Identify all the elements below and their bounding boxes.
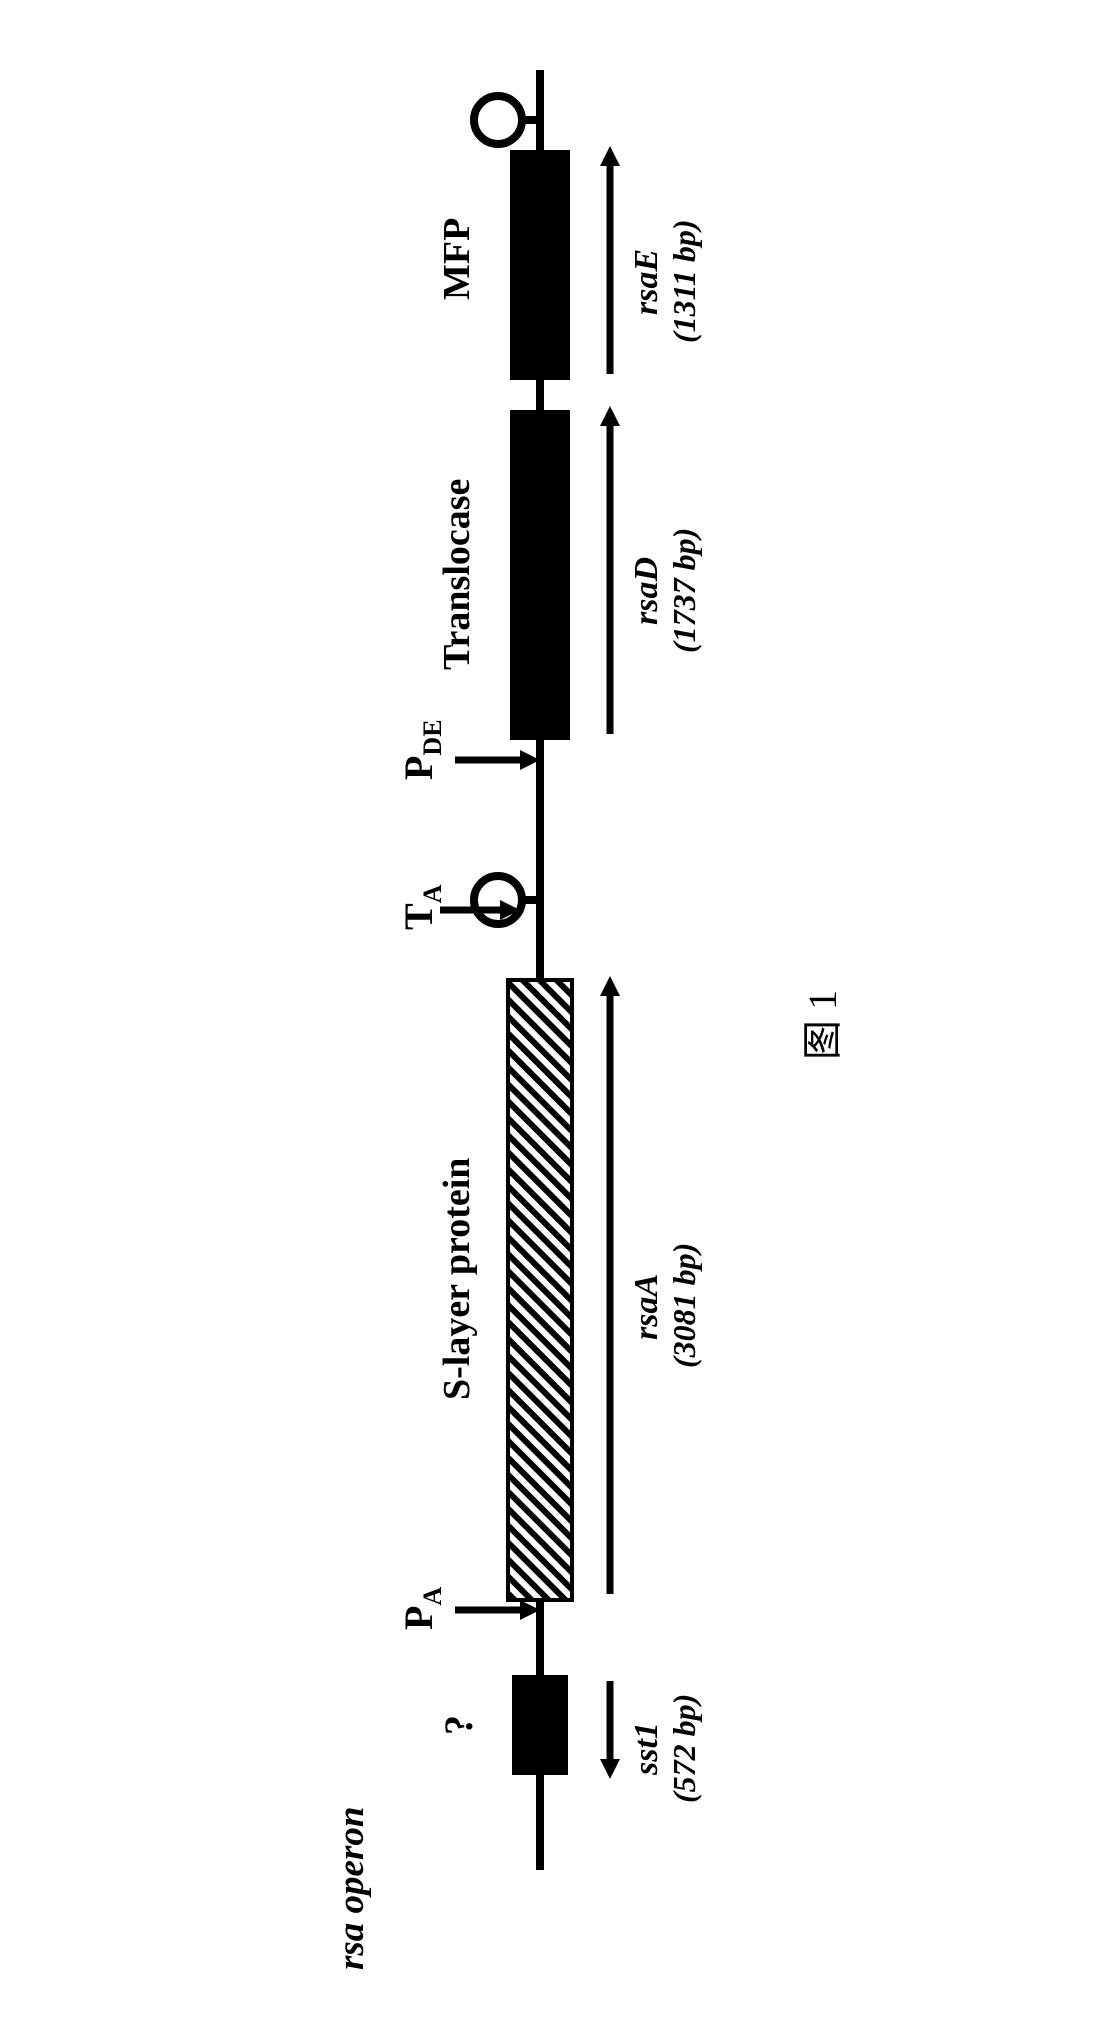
- gene-bp-rsaD: (1737 bp): [666, 528, 703, 653]
- figure-stage: rsa operon ? S-layer proteinTranslocaseM…: [0, 0, 1111, 2040]
- gene-name-rsaD: rsaD: [628, 557, 666, 625]
- gene-name-rsaE: rsaE: [628, 249, 666, 315]
- gene-name-rsaA: rsaA: [628, 1274, 666, 1340]
- gene-bp-sst1: (572 bp): [666, 1694, 703, 1803]
- gene-bp-rsaE: (1311 bp): [666, 219, 703, 343]
- gene-name-sst1: sst1: [628, 1722, 666, 1775]
- diagram-svg: [0, 0, 1111, 2040]
- figure-caption: 图 1: [790, 990, 848, 1060]
- gene-bp-rsaA: (3081 bp): [666, 1243, 703, 1368]
- figure-canvas: rsa operon ? S-layer proteinTranslocaseM…: [0, 0, 1111, 2040]
